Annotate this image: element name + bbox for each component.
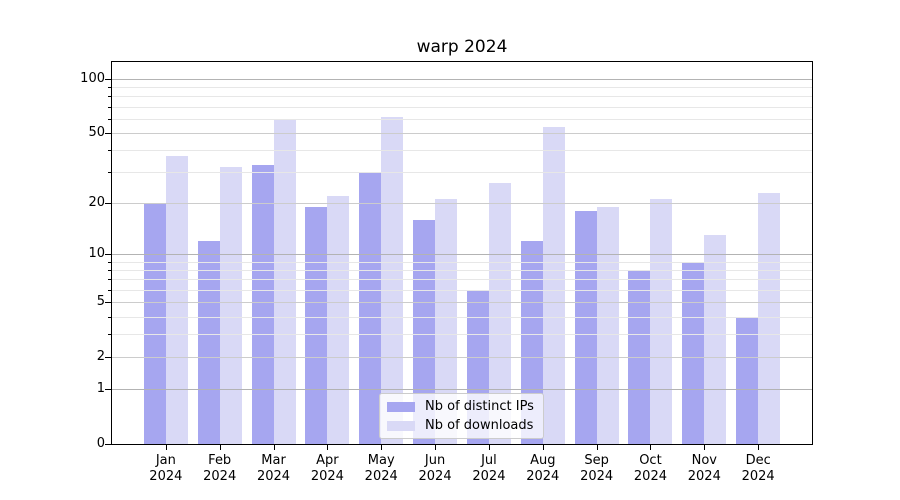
x-tick-label: Jun 2024 xyxy=(418,453,452,484)
bar-downloads xyxy=(327,195,350,444)
y-tick-mark-minor xyxy=(108,119,111,120)
y-tick-mark-minor xyxy=(108,96,111,97)
y-tick-mark-minor xyxy=(108,87,111,88)
x-tick-mark xyxy=(166,445,167,450)
y-tick-mark-minor xyxy=(108,262,111,263)
bar-downloads xyxy=(596,206,619,444)
y-tick-mark xyxy=(105,357,111,358)
bar-downloads xyxy=(704,235,727,444)
legend: Nb of distinct IPs Nb of downloads xyxy=(379,393,544,439)
bar-distinct-ips xyxy=(197,241,220,444)
x-tick-mark xyxy=(597,445,598,450)
y-tick-mark xyxy=(105,133,111,134)
x-tick-label: Mar 2024 xyxy=(256,453,291,484)
bar-distinct-ips xyxy=(359,172,382,444)
x-axis: Jan 2024 Feb 2024 Mar 2024 Apr 2024 May 2024… xyxy=(112,445,812,500)
bar-downloads xyxy=(165,156,188,444)
x-tick-label: Oct 2024 xyxy=(633,453,667,484)
y-tick-label: 50 xyxy=(88,124,105,140)
y-tick-label: 100 xyxy=(80,70,105,86)
y-tick-mark-minor xyxy=(108,317,111,318)
bar-distinct-ips xyxy=(251,165,274,444)
bar-downloads xyxy=(542,126,565,444)
legend-item-distinct-ips: Nb of distinct IPs xyxy=(387,397,536,416)
y-tick-mark xyxy=(105,203,111,204)
y-tick-mark-minor xyxy=(108,290,111,291)
bar-downloads xyxy=(435,199,458,444)
y-tick-mark-minor xyxy=(108,172,111,173)
y-tick-mark-minor xyxy=(108,150,111,151)
x-tick-label: May 2024 xyxy=(364,453,398,484)
y-tick-mark xyxy=(105,79,111,80)
y-axis: 0 1 2 5 10 20 50 100 xyxy=(0,62,105,451)
legend-item-downloads: Nb of downloads xyxy=(387,416,536,435)
legend-swatch-distinct-ips xyxy=(387,401,415,412)
bar-downloads xyxy=(650,199,673,444)
x-tick-label: Feb 2024 xyxy=(203,453,237,484)
y-tick-label: 0 xyxy=(96,436,105,451)
y-tick-label: 20 xyxy=(88,195,105,211)
x-tick-label: Sep 2024 xyxy=(580,453,614,484)
x-tick-mark xyxy=(435,445,436,450)
y-tick-mark xyxy=(105,444,111,445)
x-tick-label: Apr 2024 xyxy=(310,453,344,484)
y-tick-label: 2 xyxy=(96,349,105,365)
y-tick-mark xyxy=(105,254,111,255)
y-axis-ticks xyxy=(105,62,111,445)
bar-distinct-ips xyxy=(305,206,328,444)
y-tick-mark-minor xyxy=(108,270,111,271)
bars-layer xyxy=(112,62,812,444)
bar-downloads xyxy=(273,120,296,444)
y-tick-mark xyxy=(105,389,111,390)
x-tick-label: Nov 2024 xyxy=(687,453,721,484)
y-tick-mark xyxy=(105,302,111,303)
bar-distinct-ips xyxy=(628,270,651,444)
x-tick-label: Jul 2024 xyxy=(472,453,506,484)
bar-downloads xyxy=(381,117,404,444)
x-tick-mark xyxy=(704,445,705,450)
x-tick-mark xyxy=(220,445,221,450)
y-tick-mark-minor xyxy=(108,107,111,108)
legend-label-distinct-ips: Nb of distinct IPs xyxy=(425,399,534,414)
x-tick-label: Dec 2024 xyxy=(741,453,775,484)
x-tick-mark xyxy=(274,445,275,450)
legend-label-downloads: Nb of downloads xyxy=(425,418,534,433)
x-tick-mark xyxy=(489,445,490,450)
bar-distinct-ips xyxy=(143,203,166,444)
bar-distinct-ips xyxy=(413,219,436,444)
chart-title: warp 2024 xyxy=(416,37,508,57)
bar-distinct-ips xyxy=(682,261,705,444)
legend-swatch-downloads xyxy=(387,420,415,431)
x-tick-mark xyxy=(758,445,759,450)
x-tick-mark xyxy=(650,445,651,450)
bar-downloads xyxy=(219,167,242,444)
bar-downloads xyxy=(758,192,781,444)
y-tick-mark-minor xyxy=(108,334,111,335)
y-tick-mark-minor xyxy=(108,279,111,280)
x-tick-label: Jan 2024 xyxy=(149,453,183,484)
plot-area: Nb of distinct IPs Nb of downloads xyxy=(111,61,813,445)
bar-distinct-ips xyxy=(736,316,759,444)
y-tick-label: 5 xyxy=(96,294,105,310)
bar-distinct-ips xyxy=(574,211,597,444)
x-tick-mark xyxy=(327,445,328,450)
bar-downloads xyxy=(488,183,511,444)
y-tick-label: 1 xyxy=(96,381,105,397)
x-tick-mark xyxy=(543,445,544,450)
x-tick-mark xyxy=(381,445,382,450)
x-tick-label: Aug 2024 xyxy=(526,453,560,484)
y-tick-label: 10 xyxy=(88,246,105,262)
